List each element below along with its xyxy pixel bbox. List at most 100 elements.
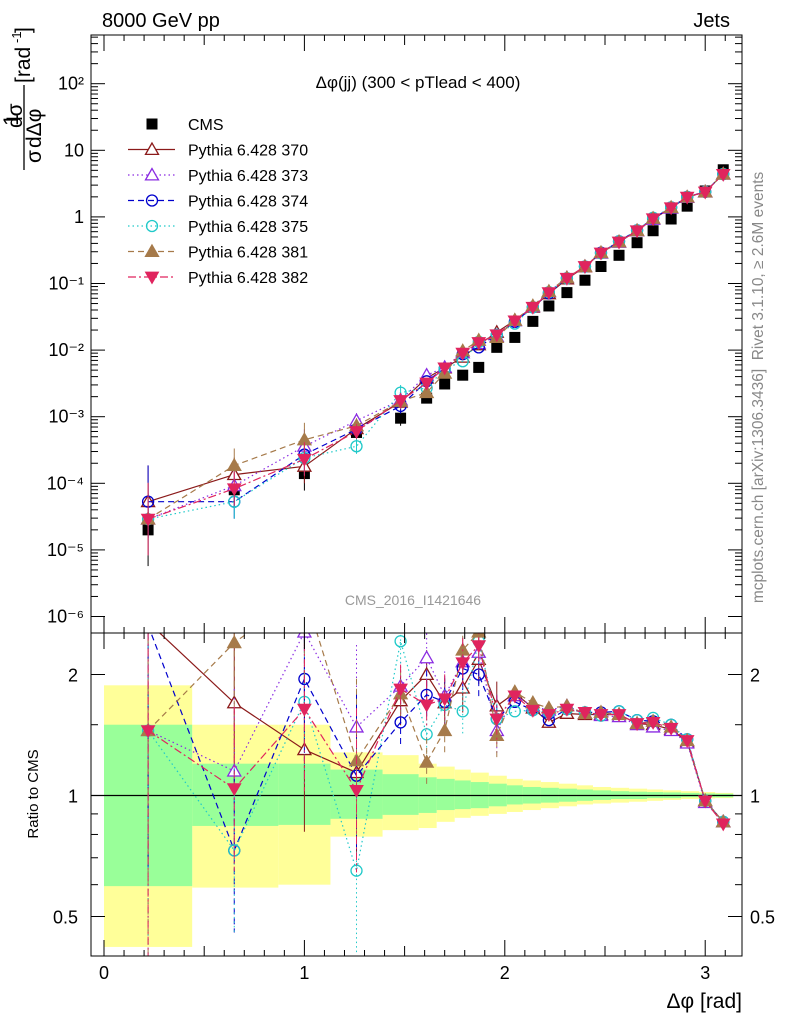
y-tick-label: 10² <box>58 74 84 94</box>
header-left: 8000 GeV pp <box>102 10 220 32</box>
legend-label: Pythia 6.428 382 <box>188 270 308 287</box>
legend-item: Pythia 6.428 370 <box>128 141 308 160</box>
ratio-point <box>419 650 435 664</box>
ratio-point <box>419 699 435 713</box>
band-inner <box>382 774 419 815</box>
svg-text:-1: -1 <box>9 31 24 43</box>
ratio-point <box>489 727 505 742</box>
data-point <box>297 453 312 467</box>
ratio-plot-area <box>91 586 742 956</box>
legend-label: Pythia 6.428 370 <box>188 143 308 160</box>
band-inner <box>454 780 471 810</box>
data-point <box>226 457 242 472</box>
main-panel: 10⁻⁶ 10⁻⁵ 10⁻⁴ 10⁻³ 10⁻² 10⁻¹ 1 10 10² Δφ(jj) (3… <box>0 27 743 634</box>
data-point <box>455 347 471 361</box>
ratio-point <box>349 784 364 798</box>
data-point <box>679 191 695 205</box>
data-point <box>393 395 408 409</box>
legend-label: Pythia 6.428 375 <box>188 219 308 236</box>
data-point <box>561 287 573 299</box>
ratio-point <box>140 725 156 739</box>
ratio-point <box>629 718 645 732</box>
ratio-point <box>456 705 469 718</box>
svg-text:σ: σ <box>23 150 46 163</box>
legend-marker <box>144 167 160 181</box>
legend-label: Pythia 6.428 374 <box>188 194 308 211</box>
ratio-point <box>471 640 487 654</box>
ratio-point <box>437 693 453 707</box>
data-point <box>647 225 659 237</box>
xlabel: Δφ [rad] <box>667 990 743 1013</box>
legend-marker <box>144 141 160 156</box>
ratio-point <box>489 713 505 727</box>
legend-item: Pythia 6.428 373 <box>128 167 308 185</box>
svg-text:dσ: dσ <box>4 103 27 128</box>
ratio-point <box>663 722 679 736</box>
data-point <box>349 426 364 439</box>
ratio-point <box>142 616 155 627</box>
data-point <box>579 274 591 286</box>
ratio-point <box>472 668 485 681</box>
ratio-point <box>298 586 311 597</box>
ratio-axis-ticks: 0.5 0.5 1 1 2 2 0 1 2 3 <box>53 633 775 983</box>
svg-text:1: 1 <box>0 114 23 126</box>
ratio-frame <box>90 632 743 957</box>
data-point <box>595 260 607 272</box>
ratio-y-tick-label-right: 1 <box>750 787 760 807</box>
data-point <box>645 213 661 227</box>
y-tick-label: 1 <box>74 207 84 227</box>
legend-label: Pythia 6.428 373 <box>188 168 308 185</box>
rivet-label: Rivet 3.1.10, ≥ 2.6M events <box>750 171 767 360</box>
data-point <box>665 213 677 225</box>
ratio-point <box>455 657 471 671</box>
legend-item: Pythia 6.428 381 <box>128 243 308 262</box>
svg-text:]: ] <box>12 27 35 33</box>
legend-marker <box>145 194 159 207</box>
data-point <box>611 236 627 250</box>
legend-item: Pythia 6.428 375 <box>128 219 308 236</box>
ratio-point <box>226 783 242 797</box>
ratio-point <box>525 704 541 718</box>
ratio-point <box>645 717 661 730</box>
y-tick-label: 10⁻³ <box>48 407 84 427</box>
legend-marker <box>145 219 159 233</box>
main-axis-ticks: 10⁻⁶ 10⁻⁵ 10⁻⁴ 10⁻³ 10⁻² 10⁻¹ 1 10 10² <box>47 35 742 633</box>
data-point <box>140 513 156 527</box>
svg-text:dΔφ: dΔφ <box>23 109 46 148</box>
data-point <box>527 315 539 327</box>
legend-marker <box>144 271 160 285</box>
ratio-point <box>419 754 435 768</box>
ratio-point <box>471 633 487 638</box>
ratio-point <box>394 635 407 648</box>
legend-label: Pythia 6.428 381 <box>188 245 308 262</box>
data-point <box>593 247 609 261</box>
ratio-point <box>297 703 312 717</box>
x-tick-label: 0 <box>99 963 109 983</box>
data-point <box>471 337 487 351</box>
data-point <box>697 186 713 200</box>
y-tick-label: 10 <box>64 140 84 160</box>
data-point <box>543 300 555 312</box>
ratio-point <box>507 690 523 704</box>
ratio-ylabel: Ratio to CMS <box>25 749 42 838</box>
watermark: CMS_2016_I1421646 <box>345 592 481 608</box>
x-tick-label: 2 <box>500 963 510 983</box>
mcplots-label: mcplots.cern.ch [arXiv:1306.3436] <box>750 369 767 603</box>
data-point <box>681 200 693 212</box>
data-point <box>457 369 469 381</box>
svg-text:[rad: [rad <box>12 47 35 83</box>
header-right: Jets <box>693 10 730 32</box>
data-point <box>437 362 453 376</box>
x-tick-label: 3 <box>700 963 710 983</box>
data-point <box>629 225 645 239</box>
ratio-point <box>593 709 609 723</box>
ratio-series-pythia-6.428-382 <box>140 633 731 956</box>
y-tick-label: 10⁻² <box>48 340 84 360</box>
data-point <box>613 249 625 261</box>
x-tick-label: 1 <box>299 963 309 983</box>
y-tick-label: 10⁻⁴ <box>47 473 84 493</box>
data-point <box>421 392 433 404</box>
data-point <box>663 202 679 216</box>
y-tick-label: 10⁻⁶ <box>47 607 84 627</box>
